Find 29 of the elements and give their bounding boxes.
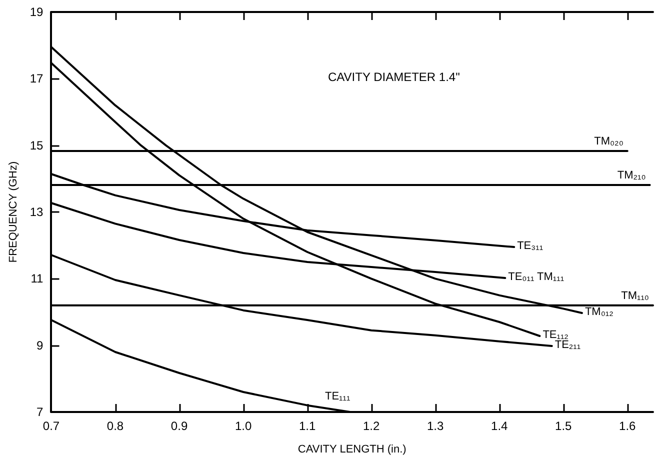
x-tick-label: 1.2 bbox=[362, 419, 380, 433]
x-tick-label: 1.4 bbox=[491, 419, 508, 433]
x-tick-label: 1.6 bbox=[619, 419, 636, 433]
x-tick-label: 1.5 bbox=[555, 419, 572, 433]
series-label: TE₃₁₁ bbox=[517, 240, 544, 252]
y-tick-label: 11 bbox=[30, 272, 44, 286]
series-label: TM₀₁₂ bbox=[584, 306, 614, 318]
x-tick-label: 1.0 bbox=[234, 419, 252, 433]
x-tick-label: 1.1 bbox=[298, 419, 316, 433]
series-label: TM₁₁₀ bbox=[621, 290, 649, 302]
series-label: TE₀₁₁ TM₁₁₁ bbox=[508, 271, 564, 283]
series-label: TM₀₂₀ bbox=[594, 136, 624, 148]
y-tick-label: 17 bbox=[30, 72, 44, 86]
x-tick-label: 0.9 bbox=[170, 419, 188, 433]
y-axis-title: FREQUENCY (GHz) bbox=[8, 161, 20, 263]
annotation: CAVITY DIAMETER 1.4" bbox=[328, 70, 460, 84]
series-label: TM₂₁₀ bbox=[617, 170, 646, 182]
x-axis-title: CAVITY LENGTH (in.) bbox=[298, 444, 406, 456]
series-label: TE₁₁₁ bbox=[325, 390, 350, 402]
y-tick-label: 15 bbox=[30, 138, 44, 152]
y-tick-label: 7 bbox=[36, 405, 44, 419]
x-tick-label: 0.8 bbox=[106, 419, 124, 433]
y-tick-label: 19 bbox=[30, 5, 44, 19]
series-label: TE₁₁₂ bbox=[542, 329, 568, 341]
y-tick-label: 13 bbox=[30, 205, 44, 219]
x-tick-label: 1.3 bbox=[427, 419, 444, 433]
series-label: TE₂₁₁ bbox=[554, 339, 581, 351]
x-tick-label: 0.7 bbox=[42, 419, 60, 433]
y-tick-label: 9 bbox=[36, 338, 44, 352]
